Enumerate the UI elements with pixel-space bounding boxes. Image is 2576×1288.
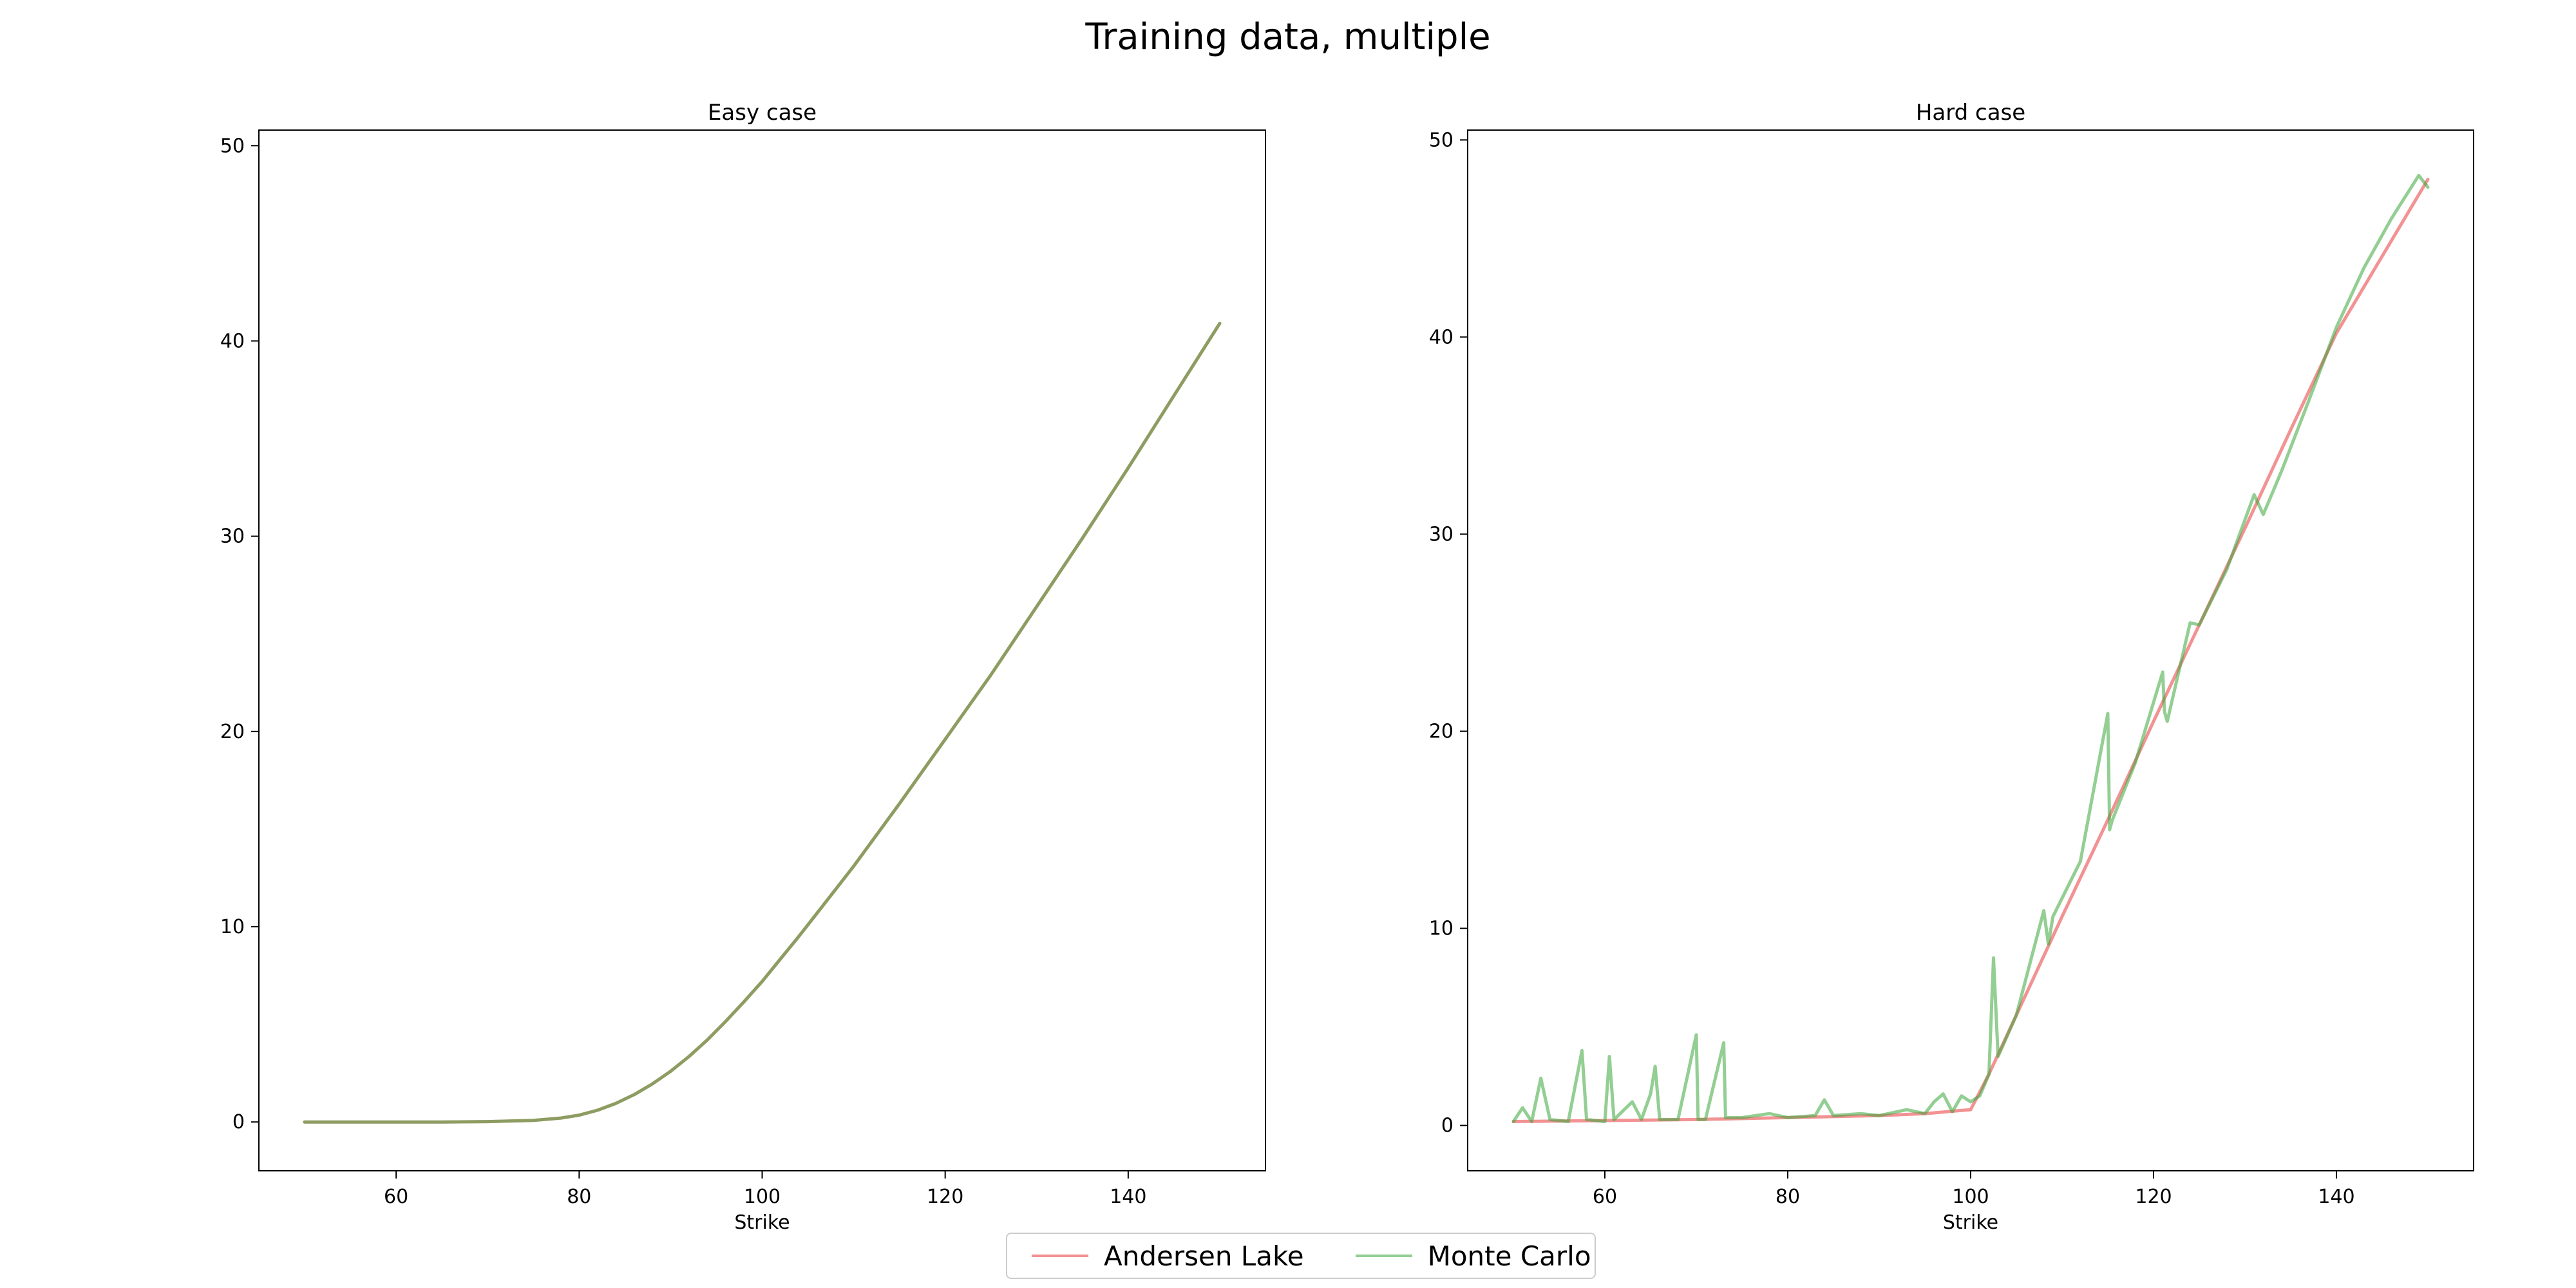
axes-frame-easy	[258, 129, 1266, 1171]
y-tick-label-hard-10: 10	[1429, 918, 1454, 940]
x-tick-label-hard-100: 100	[1952, 1186, 1989, 1208]
axes-title-easy: Easy case	[708, 100, 817, 126]
x-tick-label-easy-120: 120	[927, 1186, 963, 1208]
y-tick-label-easy-20: 20	[220, 721, 245, 743]
series-line-easy-monte-carlo	[303, 321, 1222, 1124]
legend: Andersen Lake Monte Carlo	[1006, 1233, 1596, 1279]
series-line-hard-monte-carlo	[1511, 173, 2430, 1123]
series-line-easy-andersen-lake	[303, 321, 1222, 1124]
legend-item-monte-carlo: Monte Carlo	[1355, 1240, 1591, 1272]
y-tick-label-easy-0: 0	[232, 1111, 245, 1133]
axes-easy: 60 80 100 120 140 0 10 20 30 40 50 Easy case Strike	[220, 100, 1266, 1234]
x-tick-label-easy-100: 100	[744, 1186, 781, 1208]
legend-swatch-andersen-lake	[1032, 1255, 1088, 1257]
axes-title-hard: Hard case	[1916, 100, 2025, 126]
x-tick-label-hard-60: 60	[1593, 1186, 1617, 1208]
x-tick-label-hard-120: 120	[2135, 1186, 2172, 1208]
series-line-hard-andersen-lake	[1511, 178, 2430, 1123]
x-tick-label-hard-80: 80	[1776, 1186, 1800, 1208]
y-tick-label-easy-50: 50	[220, 135, 245, 157]
y-tick-label-hard-50: 50	[1429, 129, 1454, 151]
y-tick-label-easy-30: 30	[220, 526, 245, 548]
x-tick-label-easy-140: 140	[1110, 1186, 1146, 1208]
x-tick-label-hard-140: 140	[2318, 1186, 2354, 1208]
legend-item-andersen-lake: Andersen Lake	[1032, 1240, 1304, 1272]
y-tick-label-hard-30: 30	[1429, 523, 1454, 545]
y-tick-label-hard-20: 20	[1429, 720, 1454, 743]
legend-label-monte-carlo: Monte Carlo	[1427, 1240, 1591, 1272]
y-tick-label-hard-0: 0	[1441, 1115, 1454, 1137]
legend-swatch-monte-carlo	[1355, 1255, 1412, 1257]
figure-suptitle: Training data, multiple	[1085, 16, 1491, 58]
axes-hard: 60 80 100 120 140 0 10 20 30 40 50 Hard case Strike	[1429, 100, 2474, 1234]
y-tick-label-easy-10: 10	[220, 916, 245, 938]
y-tick-label-easy-40: 40	[220, 330, 245, 352]
y-tick-label-hard-40: 40	[1429, 326, 1454, 348]
x-axis-label-easy: Strike	[734, 1211, 790, 1234]
axes-frame-hard	[1467, 129, 2474, 1171]
legend-label-andersen-lake: Andersen Lake	[1104, 1240, 1304, 1272]
x-tick-label-easy-60: 60	[384, 1186, 408, 1208]
x-axis-label-hard: Strike	[1943, 1211, 1998, 1234]
x-tick-label-easy-80: 80	[567, 1186, 591, 1208]
